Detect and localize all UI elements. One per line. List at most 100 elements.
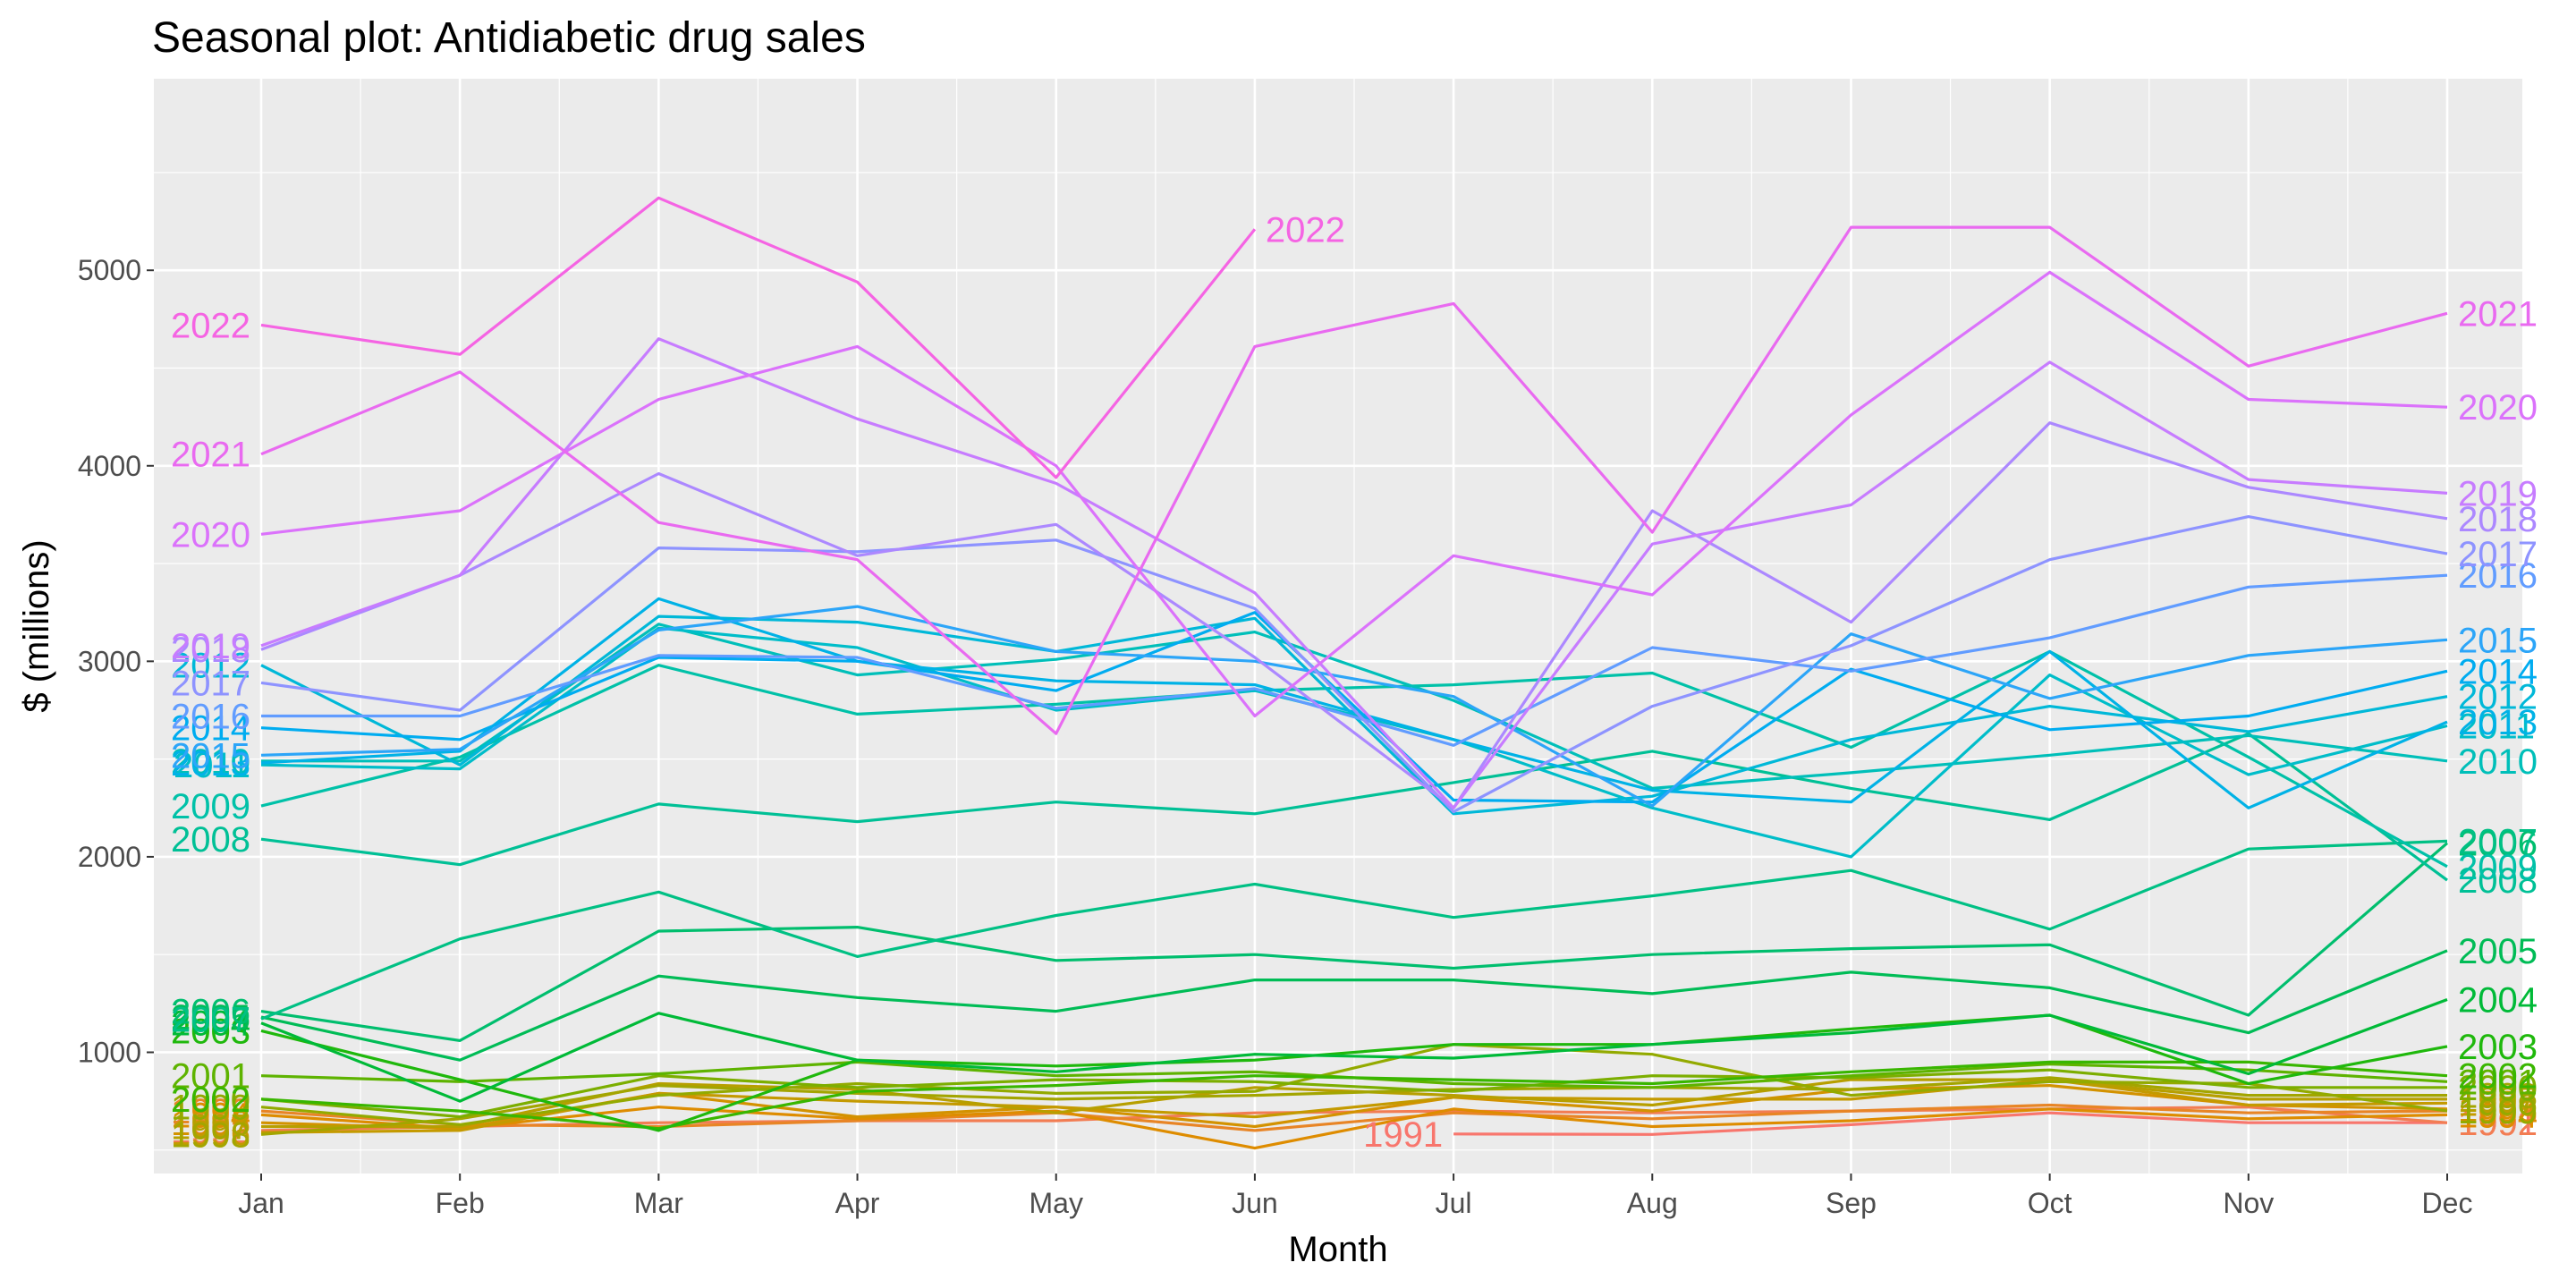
year-label-start-2011: 2011 xyxy=(174,746,250,785)
year-label-end-2015: 2015 xyxy=(2458,621,2538,660)
year-label-end-1991: 1991 xyxy=(2458,1104,2538,1143)
y-tick-label: 2000 xyxy=(78,841,141,873)
year-label-start-2015: 2015 xyxy=(171,736,250,775)
year-label-start-2020: 2020 xyxy=(171,515,250,555)
x-tick-label: Jul xyxy=(1436,1187,1472,1219)
year-label-end-2022: 2022 xyxy=(1266,210,1345,250)
series-line-2004 xyxy=(260,998,2448,1103)
x-tick-label: Nov xyxy=(2223,1187,2274,1219)
x-axis-title: Month xyxy=(1288,1230,1387,1269)
series-line-1999 xyxy=(260,1043,2448,1126)
series-line-2016 xyxy=(261,573,2448,747)
year-label-start-2000: 2000 xyxy=(171,1080,250,1120)
year-label-end-2017: 2017 xyxy=(2458,535,2538,574)
series-line-2017 xyxy=(260,515,2448,814)
year-label-end-1994: 1994 xyxy=(2458,1096,2538,1135)
year-label-start-1996: 1996 xyxy=(171,1114,250,1153)
year-label-start-2013: 2013 xyxy=(171,744,250,784)
year-label-start-2012: 2012 xyxy=(171,647,250,686)
x-tick-label: Jan xyxy=(238,1187,284,1219)
year-label-start-2014: 2014 xyxy=(171,709,250,749)
series-line-2002 xyxy=(260,1060,2448,1131)
year-label-end-2002: 2002 xyxy=(2458,1057,2538,1097)
year-label-start-1997: 1997 xyxy=(171,1108,250,1148)
year-label-start-2004: 2004 xyxy=(171,1004,250,1044)
year-label-start-1998: 1998 xyxy=(171,1115,250,1155)
year-label-end-2008: 2008 xyxy=(2458,861,2538,901)
minor-gridlines xyxy=(154,79,2522,1174)
year-label-end-2012: 2012 xyxy=(2458,678,2538,717)
series-line-2006 xyxy=(260,842,2449,1042)
year-label-end-2010: 2010 xyxy=(2458,742,2538,782)
chart-title: Seasonal plot: Antidiabetic drug sales xyxy=(152,14,866,62)
year-label-end-2016: 2016 xyxy=(2458,556,2538,596)
y-tick-label: 1000 xyxy=(78,1036,141,1068)
year-label-start-2021: 2021 xyxy=(171,436,250,475)
series-line-2009 xyxy=(260,649,2448,869)
series-line-2015 xyxy=(260,605,2448,808)
y-axis-title: $ (millions) xyxy=(17,539,56,712)
x-tick-label: Oct xyxy=(2028,1187,2072,1219)
series-line-2010 xyxy=(261,623,2448,790)
year-label-end-1997: 1997 xyxy=(2458,1080,2538,1120)
year-label-end-1999: 1999 xyxy=(2458,1092,2538,1131)
year-label-end-2009: 2009 xyxy=(2458,848,2538,887)
year-label-start-2001: 2001 xyxy=(171,1057,250,1097)
year-label-start-2019: 2019 xyxy=(171,627,250,666)
year-label-start-2006: 2006 xyxy=(171,993,250,1032)
year-label-end-1993: 1993 xyxy=(2458,1092,2538,1131)
year-label-start-2003: 2003 xyxy=(171,1012,250,1051)
x-tick-label: Jun xyxy=(1232,1187,1278,1219)
y-tick-label: 5000 xyxy=(78,254,141,286)
series-line-1994 xyxy=(260,1106,2448,1150)
year-label-end-2003: 2003 xyxy=(2458,1028,2538,1067)
series-line-2014 xyxy=(260,611,2448,804)
year-label-end-1996: 1996 xyxy=(2458,1084,2538,1123)
year-label-end-2021: 2021 xyxy=(2458,294,2538,334)
year-label-start-1992: 1992 xyxy=(171,1112,250,1151)
year-label-end-2014: 2014 xyxy=(2458,652,2538,691)
year-label-end-2006: 2006 xyxy=(2458,825,2538,864)
y-tick-label: 4000 xyxy=(78,450,141,482)
series-line-2019 xyxy=(260,337,2448,809)
series-lines xyxy=(260,196,2449,1150)
major-gridlines xyxy=(154,79,2522,1174)
year-label-start-2016: 2016 xyxy=(171,698,250,737)
series-line-2020 xyxy=(260,270,2448,718)
x-tick-label: Apr xyxy=(835,1187,880,1219)
year-label-start-2007: 2007 xyxy=(171,1000,250,1039)
series-line-2008 xyxy=(260,732,2448,882)
year-label-start-2022: 2022 xyxy=(171,306,250,345)
year-label-end-2001: 2001 xyxy=(2458,1063,2538,1102)
year-label-end-1995: 1995 xyxy=(2458,1090,2538,1130)
year-label-end-2019: 2019 xyxy=(2458,474,2538,513)
year-label-end-1998: 1998 xyxy=(2458,1077,2538,1116)
year-label-start-1993: 1993 xyxy=(171,1092,250,1131)
series-line-2018 xyxy=(260,421,2448,809)
series-line-2022 xyxy=(260,196,1257,479)
year-label-end-2013: 2013 xyxy=(2458,703,2538,742)
x-tick-label: May xyxy=(1030,1187,1083,1219)
x-tick-label: Mar xyxy=(634,1187,683,1219)
year-label-start-1994: 1994 xyxy=(171,1096,250,1135)
x-tick-label: Feb xyxy=(436,1187,485,1219)
series-line-2021 xyxy=(260,225,2448,735)
year-label-end-2011: 2011 xyxy=(2458,707,2535,746)
year-label-start-1991: 1991 xyxy=(1363,1115,1443,1155)
y-tick-label: 3000 xyxy=(78,645,141,677)
x-tick-label: Sep xyxy=(1826,1187,1877,1219)
year-label-end-2018: 2018 xyxy=(2458,500,2538,539)
year-label-end-2004: 2004 xyxy=(2458,980,2538,1020)
x-tick-label: Aug xyxy=(1627,1187,1678,1219)
series-line-2007 xyxy=(260,839,2448,1021)
year-label-start-2005: 2005 xyxy=(171,998,250,1038)
year-label-end-2005: 2005 xyxy=(2458,932,2538,971)
year-label-end-1992: 1992 xyxy=(2458,1104,2538,1143)
year-label-end-2000: 2000 xyxy=(2458,1069,2538,1108)
year-label-start-2018: 2018 xyxy=(171,631,250,670)
x-tick-label: Dec xyxy=(2422,1187,2473,1219)
year-label-start-1995: 1995 xyxy=(171,1104,250,1143)
year-label-start-2010: 2010 xyxy=(171,742,250,782)
year-label-start-2009: 2009 xyxy=(171,787,250,826)
